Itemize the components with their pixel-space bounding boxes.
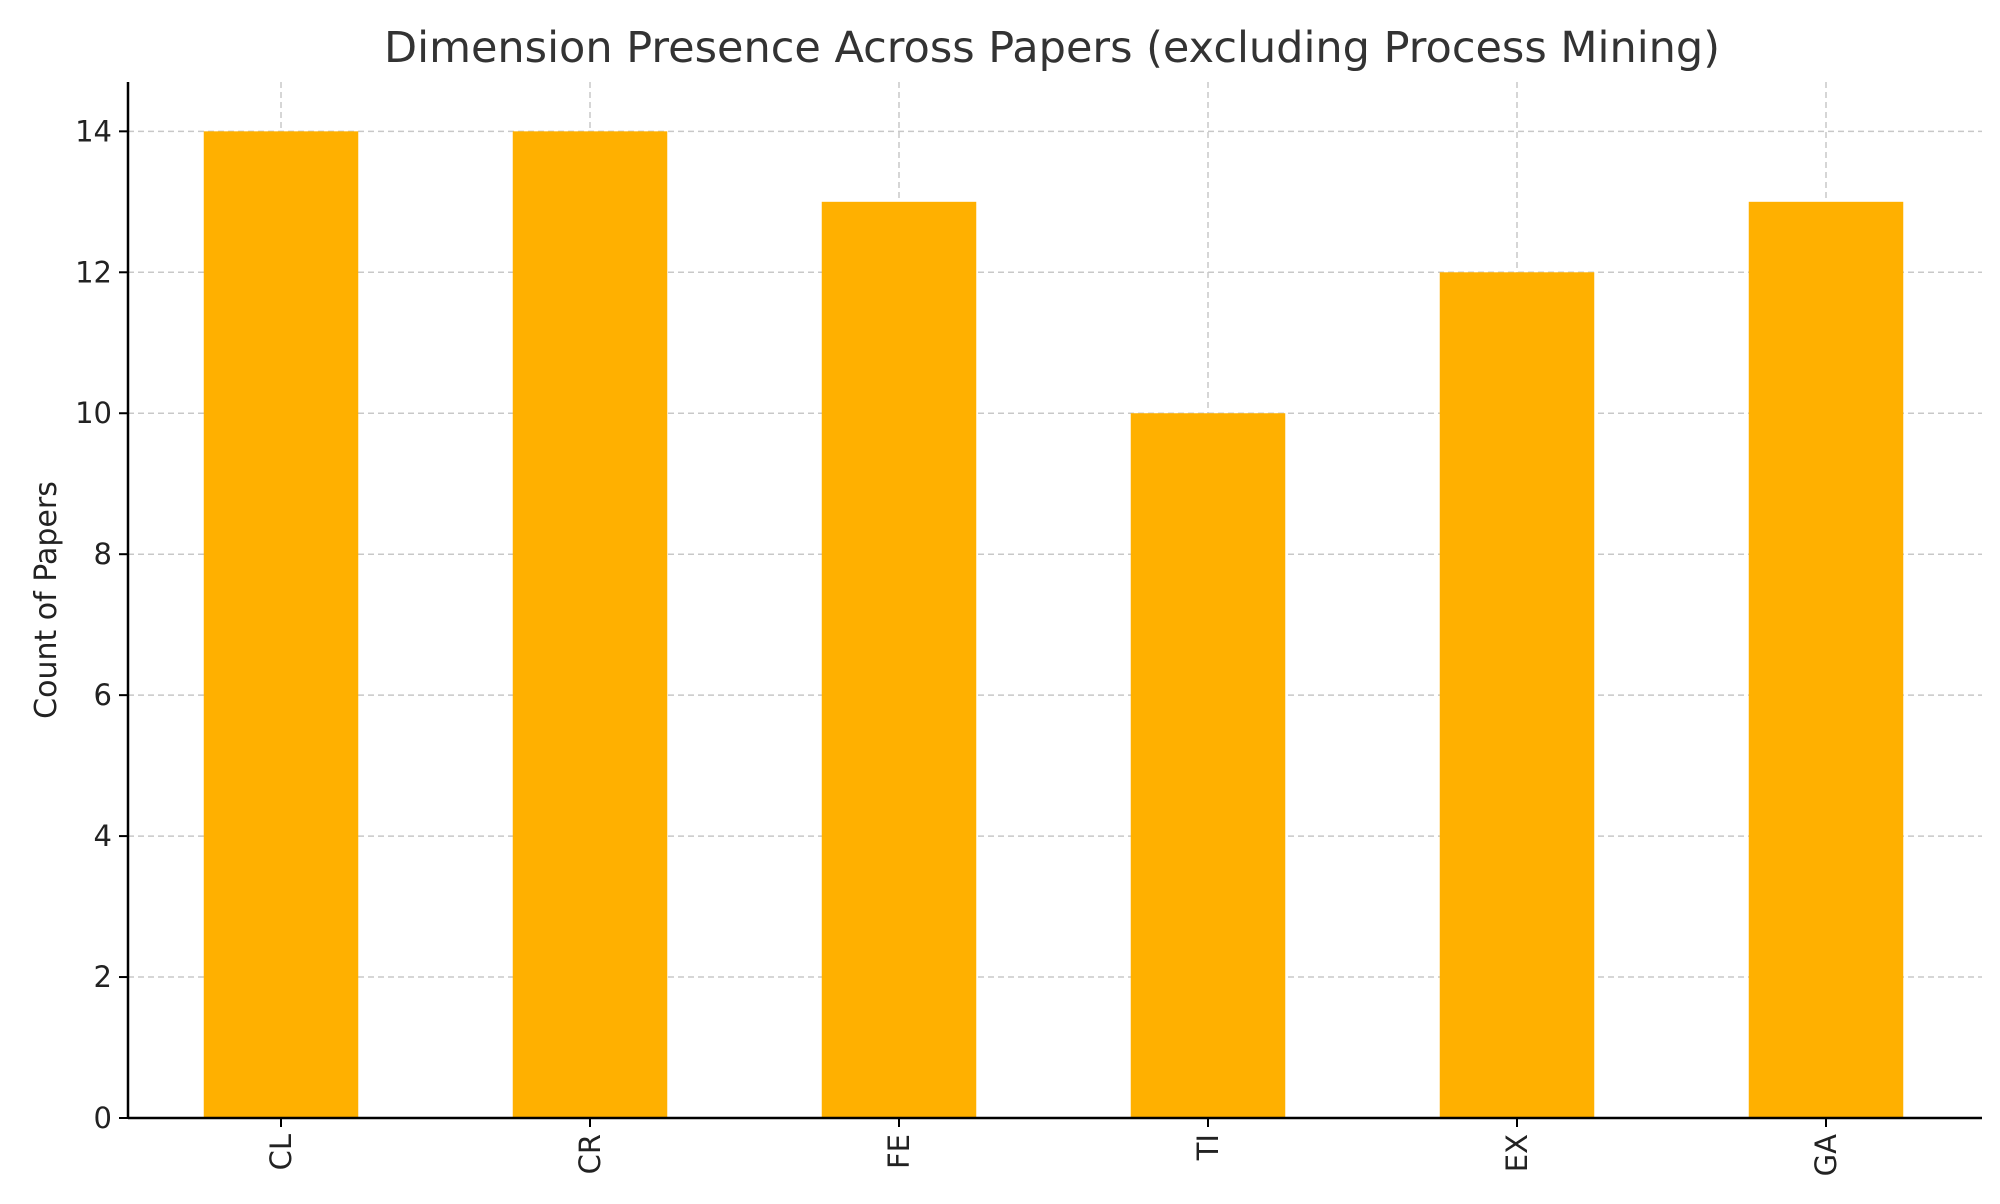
tick-labels: 0 2 4 6 8 10 12 14 CL CR FE TI EX GA bbox=[75, 114, 1843, 1176]
x-tick-label-cr: CR bbox=[573, 1134, 607, 1174]
y-tick-label: 10 bbox=[75, 396, 112, 430]
y-tick-label: 2 bbox=[94, 960, 112, 994]
bar-cr bbox=[512, 131, 668, 1119]
y-tick-label: 0 bbox=[94, 1101, 112, 1135]
y-tick-label: 12 bbox=[75, 255, 112, 289]
y-tick-label: 14 bbox=[75, 114, 112, 148]
y-tick-label: 4 bbox=[94, 819, 112, 853]
grid bbox=[128, 82, 1982, 1119]
y-tick-label: 8 bbox=[94, 537, 112, 571]
bar-ga bbox=[1748, 201, 1904, 1119]
x-tick-label-ti: TI bbox=[1191, 1134, 1225, 1161]
y-axis-label: Count of Papers bbox=[29, 481, 64, 719]
bar-fe bbox=[821, 201, 977, 1119]
x-tick-label-ga: GA bbox=[1809, 1134, 1843, 1176]
bar-cl bbox=[203, 131, 359, 1119]
y-tick-label: 6 bbox=[94, 678, 112, 712]
axes bbox=[119, 82, 1982, 1127]
bar-ti bbox=[1130, 413, 1286, 1118]
chart-title: Dimension Presence Across Papers (exclud… bbox=[384, 23, 1720, 73]
x-tick-label-ex: EX bbox=[1500, 1134, 1534, 1172]
x-tick-label-cl: CL bbox=[264, 1134, 298, 1170]
bars bbox=[203, 131, 1904, 1119]
bar-ex bbox=[1439, 272, 1595, 1118]
x-tick-label-fe: FE bbox=[882, 1134, 916, 1169]
